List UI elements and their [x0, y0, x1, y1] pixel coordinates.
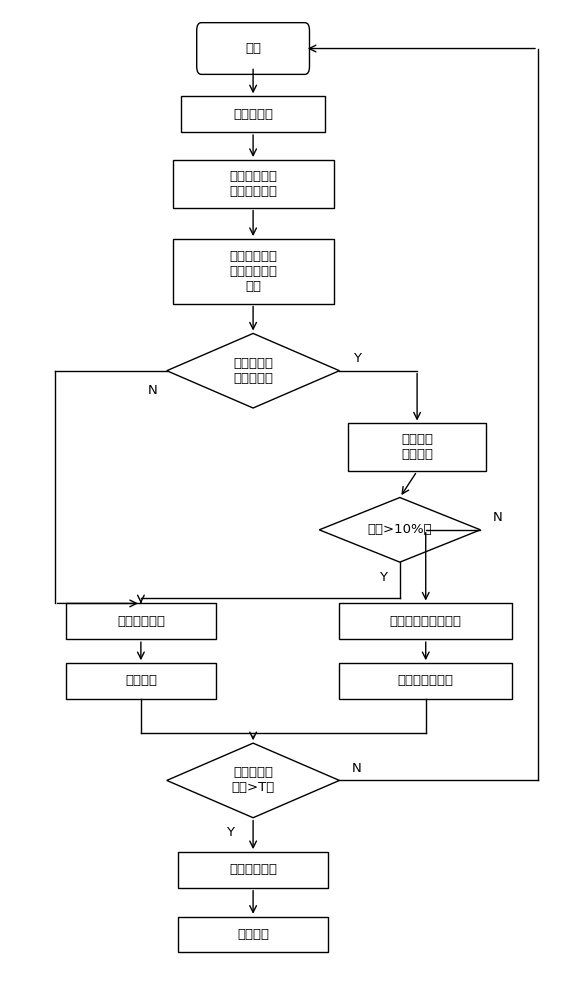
Text: 越、压黄线
时间>T？: 越、压黄线 时间>T？	[231, 766, 275, 794]
Bar	[348, 423, 486, 471]
Text: 第一次进入
中心区域？: 第一次进入 中心区域？	[233, 357, 273, 385]
Bar	[173, 160, 333, 208]
Text: 计算控制角度: 计算控制角度	[117, 615, 165, 628]
Bar	[178, 852, 328, 888]
Polygon shape	[167, 333, 339, 408]
Polygon shape	[167, 743, 339, 818]
Text: 检测越、压黄
线的运动车辆: 检测越、压黄 线的运动车辆	[229, 170, 277, 198]
Text: 读取当前帧: 读取当前帧	[233, 108, 273, 121]
Text: N: N	[352, 762, 361, 775]
Text: 面积>10%？: 面积>10%？	[368, 523, 432, 536]
Bar	[178, 917, 328, 952]
Text: N: N	[493, 511, 503, 524]
Bar	[173, 239, 333, 304]
Text: Y: Y	[226, 826, 234, 839]
Text: 计算运动
车辆面积: 计算运动 车辆面积	[401, 433, 433, 461]
Text: 控制云台: 控制云台	[125, 674, 157, 687]
Bar	[339, 663, 512, 699]
Bar	[66, 663, 216, 699]
Text: 计算控制角度和焦距: 计算控制角度和焦距	[390, 615, 462, 628]
Bar	[339, 603, 512, 639]
Text: Y: Y	[353, 352, 361, 365]
Text: Y: Y	[379, 571, 386, 584]
Bar	[66, 603, 216, 639]
Text: 计算运动车辆
的形心和运动
方向: 计算运动车辆 的形心和运动 方向	[229, 250, 277, 293]
FancyBboxPatch shape	[197, 23, 310, 74]
Text: N: N	[148, 384, 157, 397]
Text: 开始: 开始	[245, 42, 261, 55]
Text: 控制云台和焦距: 控制云台和焦距	[398, 674, 454, 687]
Polygon shape	[320, 498, 480, 562]
Text: 计算控制焦距: 计算控制焦距	[229, 863, 277, 876]
Bar	[181, 96, 325, 132]
Text: 信息上传: 信息上传	[237, 928, 269, 941]
